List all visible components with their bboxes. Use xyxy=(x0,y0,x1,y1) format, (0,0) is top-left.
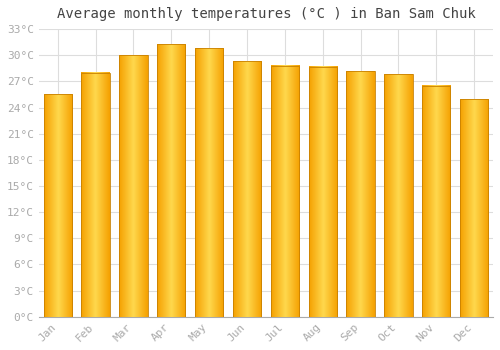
Bar xyxy=(308,66,337,317)
Bar xyxy=(384,75,412,317)
Bar xyxy=(233,61,261,317)
Bar xyxy=(44,94,72,317)
Bar xyxy=(157,44,186,317)
Bar xyxy=(82,73,110,317)
Title: Average monthly temperatures (°C ) in Ban Sam Chuk: Average monthly temperatures (°C ) in Ba… xyxy=(56,7,476,21)
Bar xyxy=(195,48,224,317)
Bar xyxy=(270,66,299,317)
Bar xyxy=(422,86,450,317)
Bar xyxy=(346,71,375,317)
Bar xyxy=(460,99,488,317)
Bar xyxy=(119,55,148,317)
